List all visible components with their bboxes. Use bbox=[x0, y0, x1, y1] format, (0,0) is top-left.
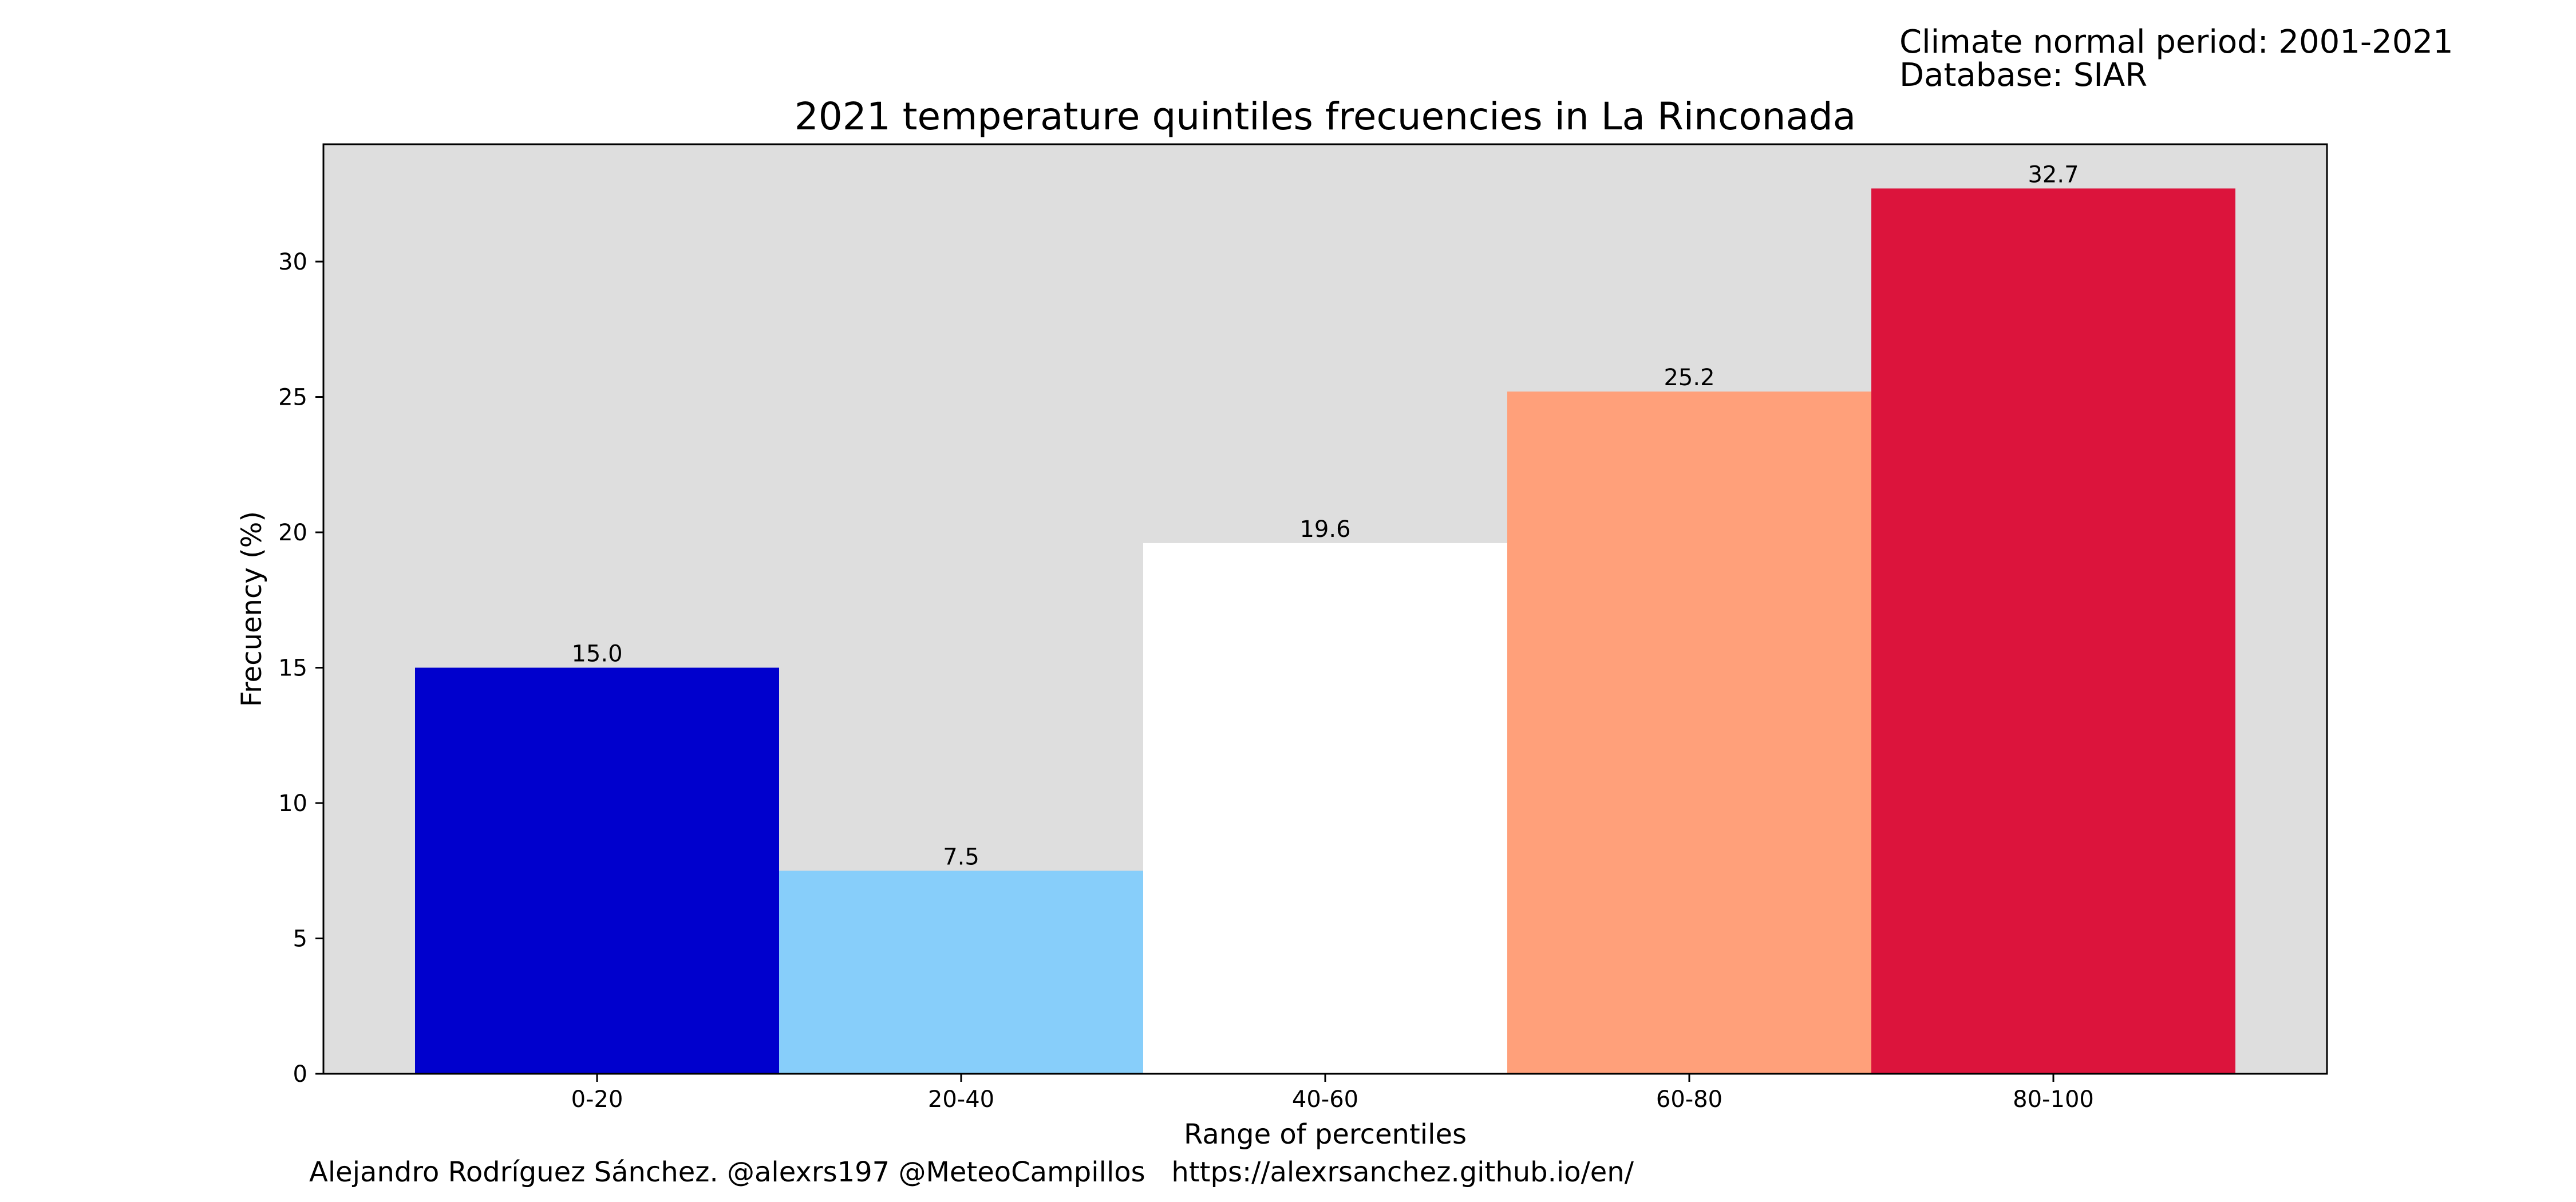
bar-value-labels: 15.0 7.5 19.6 25.2 32.7 bbox=[571, 161, 2079, 870]
y-tick-label: 30 bbox=[278, 249, 307, 275]
x-tick-label: 20-40 bbox=[928, 1086, 994, 1113]
y-axis: 0 5 10 15 20 25 30 bbox=[278, 249, 323, 1088]
bar-value-label: 7.5 bbox=[943, 844, 979, 870]
bar-20-40 bbox=[779, 871, 1143, 1074]
bar-0-20 bbox=[415, 667, 779, 1074]
bar-value-label: 25.2 bbox=[1664, 365, 1714, 391]
author-credits: Alejandro Rodríguez Sánchez. @alexrs197 … bbox=[309, 1156, 1634, 1188]
bar-80-100 bbox=[1871, 188, 2235, 1074]
chart-title: 2021 temperature quintiles frecuencies i… bbox=[795, 94, 1856, 139]
y-tick-label: 0 bbox=[293, 1061, 307, 1088]
x-tick-label: 40-60 bbox=[1292, 1086, 1358, 1113]
x-tick-label: 60-80 bbox=[1656, 1086, 1722, 1113]
database-note: Database: SIAR bbox=[1899, 57, 2148, 94]
y-tick-label: 15 bbox=[278, 655, 307, 682]
bar-value-label: 15.0 bbox=[571, 641, 622, 667]
y-tick-label: 10 bbox=[278, 790, 307, 817]
bar-value-label: 32.7 bbox=[2028, 161, 2079, 188]
x-axis: 0-20 20-40 40-60 60-80 80-100 bbox=[571, 1074, 2094, 1113]
x-tick-label: 80-100 bbox=[2013, 1086, 2094, 1113]
climate-period-note: Climate normal period: 2001-2021 bbox=[1899, 23, 2453, 61]
y-tick-label: 20 bbox=[278, 520, 307, 546]
bars-group bbox=[415, 188, 2235, 1074]
y-tick-label: 25 bbox=[278, 385, 307, 411]
y-tick-label: 5 bbox=[293, 926, 307, 952]
bar-value-label: 19.6 bbox=[1299, 516, 1350, 543]
x-tick-label: 0-20 bbox=[571, 1086, 623, 1113]
bar-40-60 bbox=[1143, 543, 1507, 1074]
y-axis-label: Frecuency (%) bbox=[236, 511, 268, 707]
bar-60-80 bbox=[1507, 392, 1871, 1074]
x-axis-label: Range of percentiles bbox=[1184, 1118, 1467, 1150]
